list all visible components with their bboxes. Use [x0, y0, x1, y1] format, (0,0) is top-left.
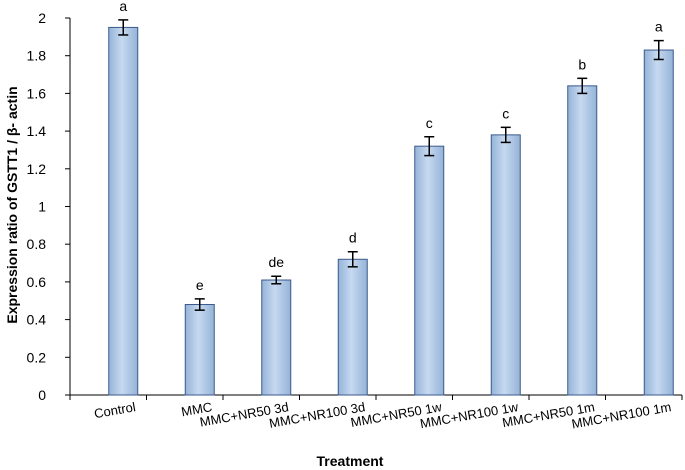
category-label: Control [93, 399, 137, 421]
significance-label: a [655, 19, 663, 35]
y-tick-label: 2 [38, 10, 46, 26]
category-label: MMC [180, 399, 213, 419]
significance-label: d [349, 230, 357, 246]
y-tick-label: 1.2 [27, 161, 47, 177]
y-tick-label: 0.2 [27, 349, 47, 365]
significance-label: a [119, 0, 127, 14]
bar [643, 49, 674, 396]
significance-label: de [268, 254, 284, 270]
bar [261, 279, 292, 396]
significance-label: b [578, 56, 586, 72]
y-tick-label: 0.4 [27, 312, 47, 328]
bar [490, 134, 521, 396]
y-tick-label: 1.6 [27, 85, 47, 101]
significance-label: c [426, 115, 433, 131]
bar [337, 258, 368, 396]
significance-label: e [196, 277, 204, 293]
y-tick-label: 0.6 [27, 274, 47, 290]
y-tick-label: 0 [38, 387, 46, 403]
y-tick-label: 1.8 [27, 48, 47, 64]
axes: 0 0.2 0.4 0.6 0.8 1 1.2 1.4 1.6 1.8 2 [27, 10, 683, 403]
y-tick-label: 1 [38, 199, 46, 215]
bar [184, 304, 215, 396]
bars [108, 19, 674, 396]
bar [414, 145, 445, 396]
bar [108, 26, 139, 396]
x-axis-title: Treatment [317, 453, 384, 469]
y-tick-label: 1.4 [27, 123, 47, 139]
y-axis-title: Expression ratio of GSTT1 / β- actin [4, 86, 20, 323]
bar [567, 85, 598, 396]
significance-label: c [502, 105, 509, 121]
y-tick-label: 0.8 [27, 236, 47, 252]
